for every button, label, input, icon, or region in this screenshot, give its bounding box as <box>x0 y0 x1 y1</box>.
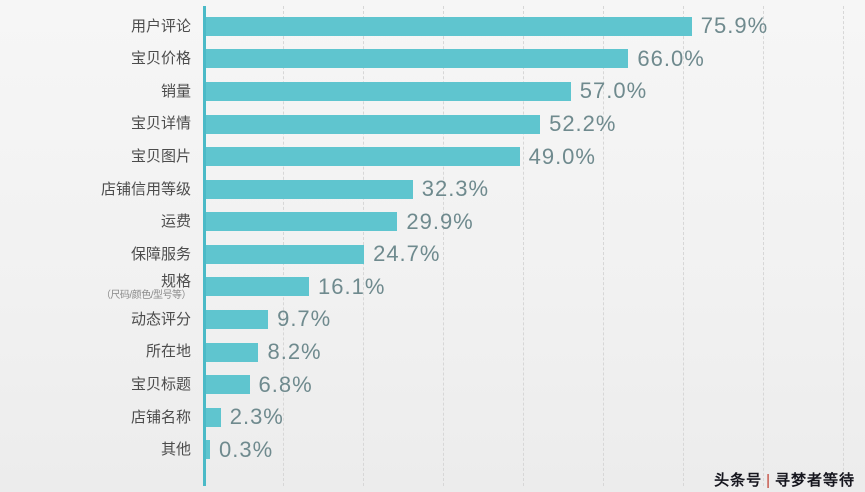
bar <box>206 81 571 101</box>
bar-area: 52.2% <box>203 111 865 137</box>
value-label: 32.3% <box>421 176 490 202</box>
value-label: 6.8% <box>258 371 313 397</box>
value-label: 9.7% <box>277 306 332 332</box>
bar <box>206 375 250 395</box>
bar-row: 用户评论 75.9% <box>0 10 865 43</box>
category-label: 店铺名称 <box>130 408 191 426</box>
value-label: 8.2% <box>267 339 322 365</box>
value-label: 24.7% <box>373 241 441 267</box>
category-label: 用户评论 <box>130 17 191 35</box>
value-label: 16.1% <box>318 273 386 299</box>
watermark: 头条号 | 寻梦者等待 <box>714 469 855 490</box>
category-label: 规格 （尺码/颜色/型号等） <box>0 273 203 302</box>
value-label: 49.0% <box>528 143 596 169</box>
bar-area: 6.8% <box>203 372 865 398</box>
watermark-name: 寻梦者等待 <box>774 472 855 489</box>
y-axis-line <box>203 6 206 486</box>
category-label: 宝贝标题 <box>130 376 191 394</box>
bar-row: 运费 29.9% <box>0 205 865 238</box>
gridline <box>603 6 604 486</box>
bar <box>206 277 310 297</box>
gridline <box>683 6 684 486</box>
category-label: 宝贝详情 <box>130 115 191 133</box>
bar-row: 宝贝价格 66.0% <box>0 43 865 76</box>
watermark-prefix: 头条号 <box>714 472 763 489</box>
bar-area: 66.0% <box>203 46 865 72</box>
category-label: 销量 <box>160 82 191 100</box>
watermark-separator: | <box>766 472 771 489</box>
bar-area: 32.3% <box>203 176 865 202</box>
value-label: 29.9% <box>406 208 474 234</box>
category-label: 其他 <box>160 441 191 459</box>
value-label: 57.0% <box>579 78 648 104</box>
category-label: 宝贝价格 <box>130 50 191 68</box>
value-label: 2.3% <box>229 404 284 430</box>
bar <box>206 114 541 134</box>
category-sublabel: （尺码/颜色/型号等） <box>100 289 192 301</box>
bar <box>206 244 365 264</box>
bar-area: 75.9% <box>203 13 865 39</box>
bar-row: 宝贝详情 52.2% <box>0 108 865 141</box>
bar-area: 16.1% <box>203 274 865 300</box>
bar-area: 9.7% <box>203 306 865 332</box>
gridline <box>523 6 524 486</box>
value-label: 52.2% <box>549 111 617 137</box>
bar-area: 0.3% <box>203 437 865 463</box>
bar-area: 24.7% <box>203 241 865 267</box>
bar-area: 57.0% <box>203 78 865 104</box>
bar-row: 店铺信用等级 32.3% <box>0 173 865 206</box>
bar-row: 规格 （尺码/颜色/型号等） 16.1% <box>0 271 865 304</box>
bar-row: 宝贝标题 6.8% <box>0 368 865 401</box>
bar-row: 销量 57.0% <box>0 75 865 108</box>
bar-row: 店铺名称 2.3% <box>0 401 865 434</box>
bar-area: 8.2% <box>203 339 865 365</box>
bar-row: 宝贝图片 49.0% <box>0 140 865 173</box>
category-label: 动态评分 <box>130 310 191 328</box>
bar-row: 所在地 8.2% <box>0 336 865 369</box>
category-label: 宝贝图片 <box>130 147 191 165</box>
bar-row: 动态评分 9.7% <box>0 303 865 336</box>
gridline <box>443 6 444 486</box>
bar-area: 49.0% <box>203 144 865 170</box>
category-label: 运费 <box>160 213 191 231</box>
bar <box>206 440 210 460</box>
bar <box>206 309 269 329</box>
category-label: 店铺信用等级 <box>100 180 191 198</box>
value-label: 66.0% <box>637 45 705 71</box>
gridline <box>763 6 764 486</box>
bar <box>206 16 692 36</box>
gridline <box>843 6 844 486</box>
bar <box>206 147 520 167</box>
bar-area: 29.9% <box>203 209 865 235</box>
value-label: 75.9% <box>700 13 769 39</box>
bar-row: 其他 0.3% <box>0 434 865 467</box>
bar <box>206 179 413 199</box>
bar-area: 2.3% <box>203 404 865 430</box>
bar <box>206 212 398 232</box>
bar <box>206 49 629 69</box>
bar <box>206 342 259 362</box>
value-label: 0.3% <box>219 436 274 462</box>
bar-row: 保障服务 24.7% <box>0 238 865 271</box>
category-label: 保障服务 <box>130 245 191 263</box>
bar <box>206 407 221 427</box>
category-label: 所在地 <box>145 343 191 361</box>
